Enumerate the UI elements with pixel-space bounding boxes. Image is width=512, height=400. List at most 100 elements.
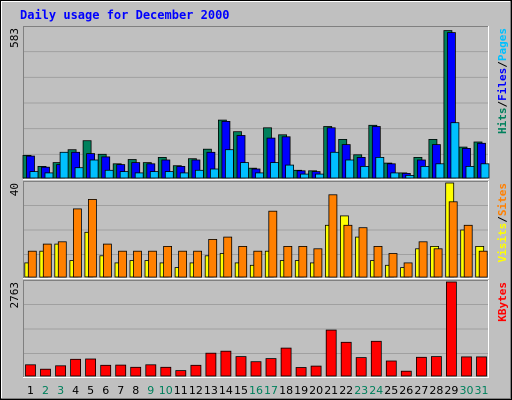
panel-max-label: 40 — [8, 183, 21, 196]
day-label-4: 4 — [72, 384, 79, 397]
bar-kbytes-day-13 — [205, 352, 217, 377]
bar-sites-day-16 — [253, 250, 263, 278]
bar-pages-day-30 — [465, 165, 475, 179]
bar-sites-day-10 — [163, 245, 173, 278]
bar-pages-day-16 — [255, 172, 264, 179]
bar-sites-day-15 — [238, 245, 248, 278]
bar-pages-day-19 — [300, 173, 310, 179]
day-label-23: 23 — [354, 384, 368, 397]
bar-kbytes-day-23 — [355, 357, 367, 377]
day-label-14: 14 — [219, 384, 233, 397]
bar-pages-day-10 — [164, 171, 174, 179]
bar-pages-day-12 — [194, 169, 204, 179]
day-label-21: 21 — [324, 384, 338, 397]
bar-kbytes-day-10 — [160, 366, 172, 377]
bar-kbytes-day-11 — [175, 370, 187, 377]
bar-kbytes-day-29 — [445, 281, 457, 377]
bar-pages-day-2 — [44, 172, 54, 179]
bar-kbytes-day-27 — [415, 356, 427, 377]
bar-pages-day-6 — [104, 169, 114, 179]
bar-pages-day-11 — [179, 172, 189, 179]
day-label-8: 8 — [132, 384, 139, 397]
bar-pages-day-23 — [360, 165, 370, 179]
day-label-15: 15 — [234, 384, 248, 397]
bar-kbytes-day-14 — [220, 350, 232, 377]
bar-sites-day-29 — [448, 201, 458, 278]
bar-kbytes-day-7 — [115, 364, 127, 377]
bar-sites-day-14 — [223, 236, 233, 278]
day-label-25: 25 — [384, 384, 398, 397]
bar-kbytes-day-19 — [295, 367, 307, 377]
bar-kbytes-day-24 — [370, 340, 382, 377]
bar-sites-day-3 — [57, 241, 67, 278]
bar-pages-day-28 — [435, 163, 445, 179]
bar-kbytes-day-6 — [100, 364, 112, 377]
day-label-1: 1 — [27, 384, 34, 397]
legend-entry: / — [496, 61, 509, 68]
day-label-16: 16 — [249, 384, 263, 397]
day-label-5: 5 — [87, 384, 94, 397]
bar-sites-day-28 — [433, 248, 443, 278]
bar-sites-day-18 — [283, 245, 293, 278]
bar-kbytes-day-1 — [25, 364, 36, 377]
day-label-26: 26 — [399, 384, 413, 397]
bar-pages-day-29 — [450, 122, 460, 179]
bar-sites-day-9 — [148, 250, 157, 278]
bar-sites-day-1 — [27, 250, 37, 278]
day-label-22: 22 — [339, 384, 353, 397]
day-label-19: 19 — [294, 384, 308, 397]
day-label-30: 30 — [460, 384, 474, 397]
bar-kbytes-day-30 — [461, 356, 472, 377]
bar-kbytes-day-5 — [85, 358, 96, 377]
bar-pages-day-22 — [345, 159, 355, 179]
bar-pages-day-21 — [330, 151, 340, 179]
bar-sites-day-17 — [268, 210, 278, 278]
bar-pages-day-8 — [134, 172, 144, 179]
panel-max-label: 2763 — [8, 282, 21, 309]
bar-sites-day-7 — [118, 250, 127, 278]
day-label-11: 11 — [174, 384, 188, 397]
bar-sites-day-26 — [403, 262, 413, 278]
panel-legend: KBytes — [496, 282, 509, 322]
bar-kbytes-day-18 — [280, 347, 292, 377]
bar-sites-day-31 — [478, 250, 488, 278]
bar-kbytes-day-15 — [235, 356, 247, 377]
day-label-12: 12 — [189, 384, 203, 397]
day-label-17: 17 — [264, 384, 278, 397]
bar-kbytes-day-31 — [476, 356, 487, 377]
bar-kbytes-day-21 — [325, 329, 337, 377]
day-label-10: 10 — [159, 384, 173, 397]
bar-sites-day-23 — [358, 227, 368, 278]
day-label-18: 18 — [279, 384, 293, 397]
bar-sites-day-2 — [42, 243, 52, 278]
legend-entry: / — [496, 216, 509, 223]
day-label-31: 31 — [475, 384, 489, 397]
day-label-6: 6 — [102, 384, 109, 397]
panel-kbytes: 2763 KBytes — [8, 280, 509, 378]
bar-kbytes-day-2 — [40, 368, 51, 377]
day-label-20: 20 — [309, 384, 323, 397]
bar-kbytes-day-9 — [145, 364, 157, 377]
bar-kbytes-day-26 — [400, 370, 412, 377]
day-axis-labels: 1 2 3 4 5 6 7 8 9 10 11 12 13 14 15 16 17 18 19 20 21 22 23 24 2… — [27, 384, 489, 397]
day-label-28: 28 — [429, 384, 443, 397]
bar-kbytes-day-4 — [70, 358, 81, 377]
legend-entry: Hits — [496, 108, 509, 135]
bar-sites-day-6 — [103, 243, 112, 278]
day-label-2: 2 — [42, 384, 49, 397]
bar-pages-day-24 — [375, 156, 385, 179]
bar-sites-day-27 — [418, 241, 428, 278]
bar-sites-day-19 — [298, 245, 308, 278]
bar-pages-day-9 — [149, 171, 159, 179]
bar-kbytes-day-12 — [190, 364, 202, 377]
bar-sites-day-22 — [343, 224, 353, 278]
bar-sites-day-24 — [373, 245, 383, 278]
legend-entry: / — [496, 101, 509, 108]
bar-sites-day-25 — [388, 253, 398, 278]
bar-pages-day-27 — [420, 165, 430, 179]
bar-pages-day-1 — [29, 171, 39, 179]
bar-sites-day-12 — [193, 250, 203, 278]
